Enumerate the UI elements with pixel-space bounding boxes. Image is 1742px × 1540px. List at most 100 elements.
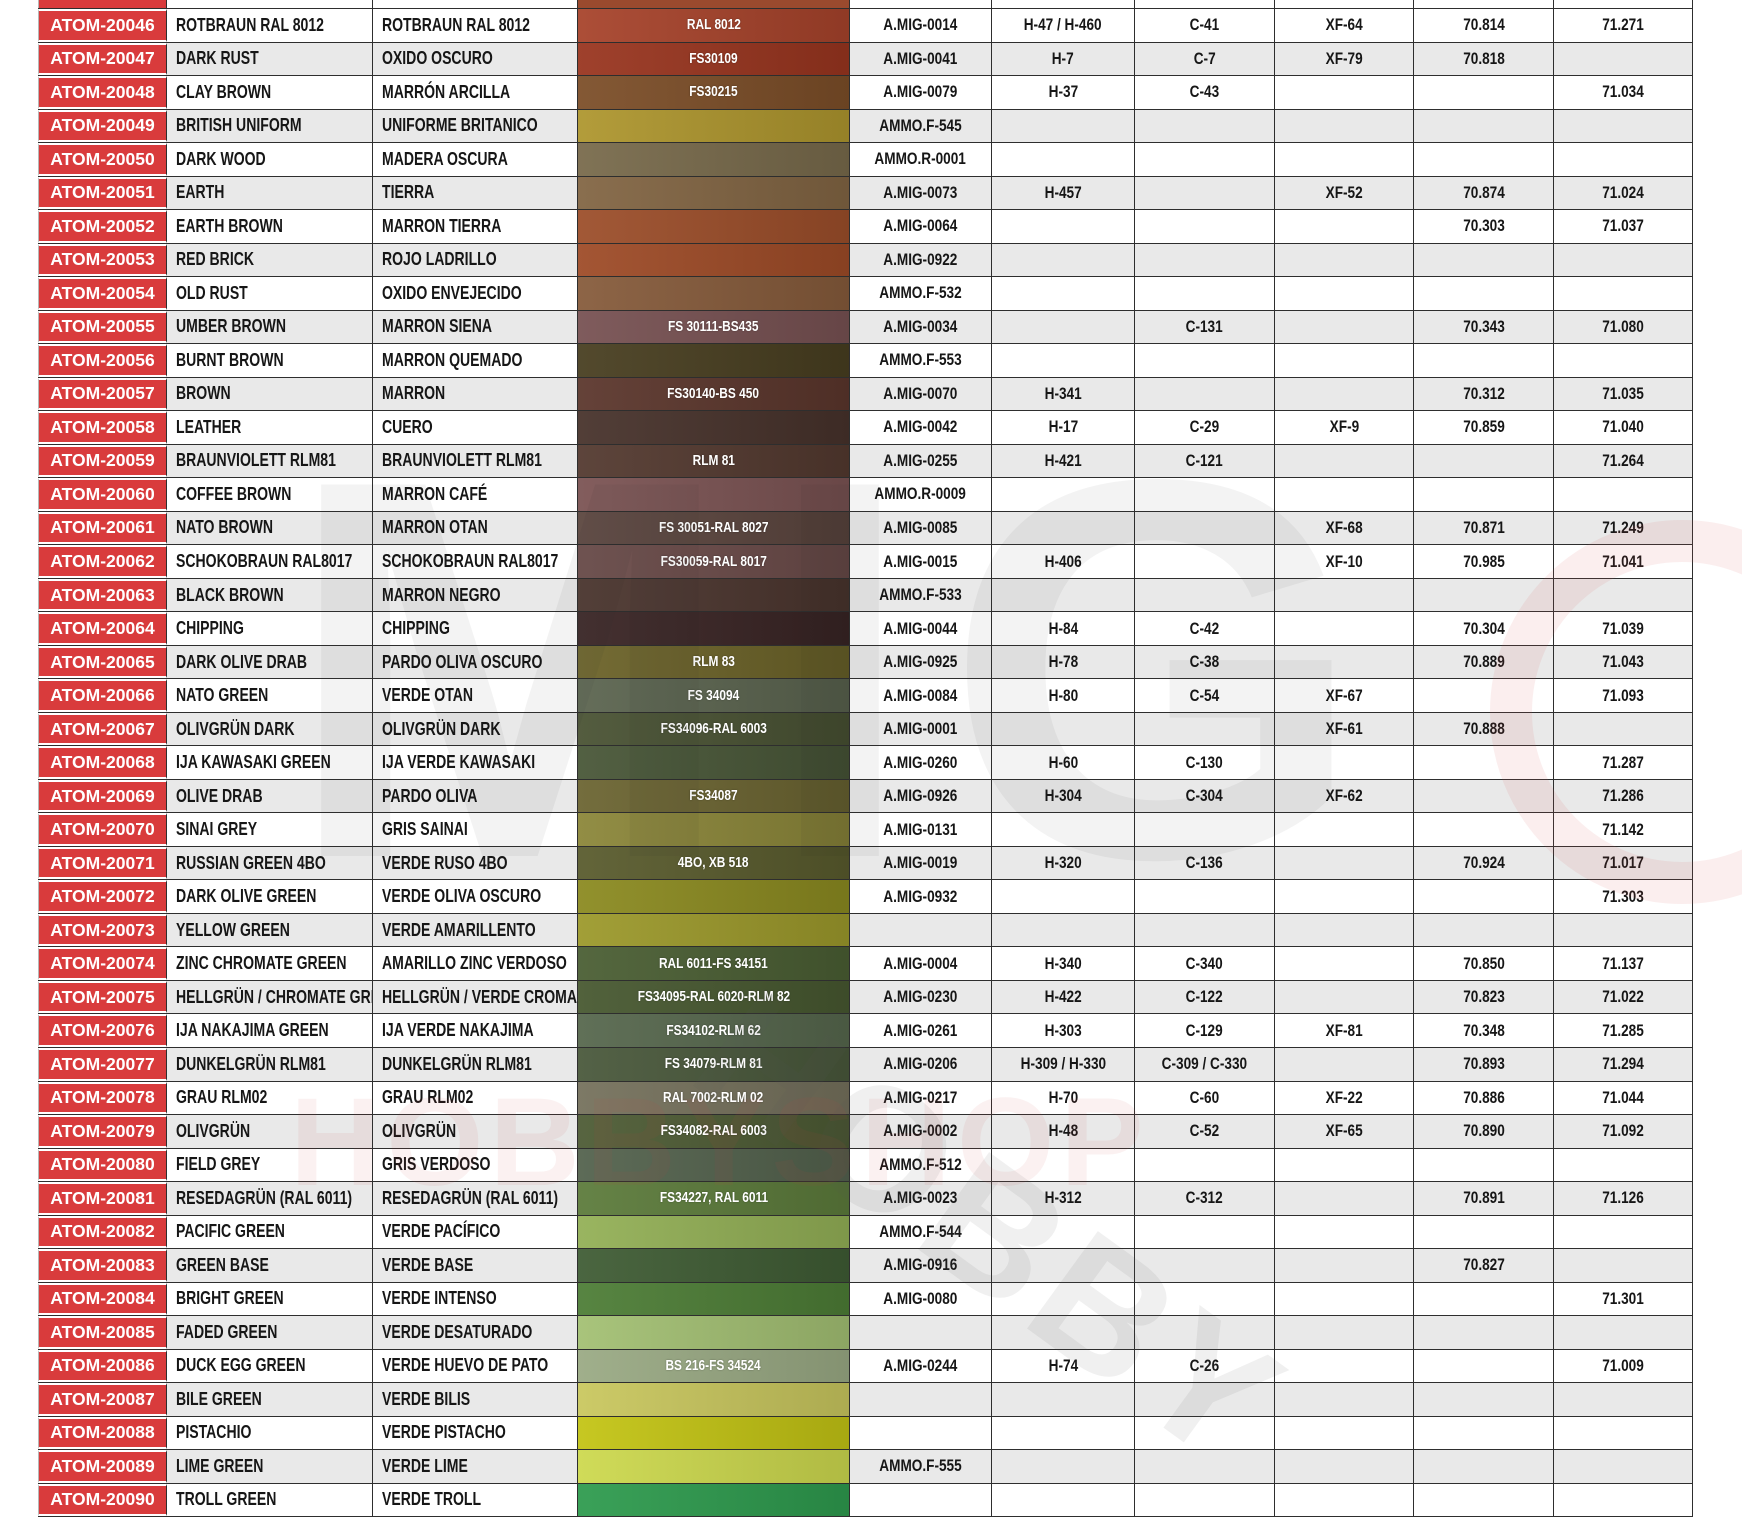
vallejo-71-cell: 71.285 [1554, 1014, 1693, 1047]
vallejo-71-cell-label: 71.286 [1602, 786, 1644, 806]
table-row: ATOM-20064 CHIPPING CHIPPING A.MIG-0044 H-84… [38, 611, 1693, 645]
h-code-cell [992, 880, 1135, 913]
name-english-cell-label: OLIVE DRAB [176, 785, 263, 806]
name-spanish-cell: TIERRA [373, 176, 578, 210]
name-english-cell-label: CHIPPING [176, 618, 244, 639]
vallejo-71-cell: 71.041 [1554, 545, 1693, 578]
atom-code-cell-label: ATOM-20074 [50, 953, 155, 974]
name-english-cell-label: GRAU RLM02 [176, 1087, 268, 1108]
color-swatch-cell [578, 1416, 850, 1450]
atom-code-cell-label: ATOM-20077 [50, 1053, 155, 1074]
vallejo-71-cell: 71.043 [1554, 645, 1693, 679]
vallejo-70-cell-label: 70.889 [1462, 652, 1505, 672]
vallejo-71-cell [1554, 277, 1693, 310]
name-english-cell: YELLOW GREEN [167, 913, 373, 947]
name-english-cell: DARK RUST [167, 42, 373, 76]
name-spanish-cell: VERDE BILIS [373, 1383, 578, 1416]
atom-code-cell: ATOM-20088 [38, 1416, 167, 1450]
vallejo-71-cell [1554, 109, 1693, 143]
xf-code-cell [1275, 277, 1414, 310]
name-english-cell-label: FADED GREEN [176, 1321, 278, 1342]
c-code-cell: C-136 [1135, 846, 1275, 880]
atom-code-cell-label: ATOM-20052 [50, 215, 155, 236]
vallejo-71-cell-label: 71.249 [1602, 517, 1644, 537]
name-english-cell-label: PACIFIC GREEN [176, 1221, 285, 1242]
atom-code-cell-label: ATOM-20054 [50, 282, 155, 303]
amig-code-cell-label: A.MIG-0019 [883, 853, 958, 873]
atom-code-cell-label: ATOM-20049 [50, 115, 155, 136]
h-code-cell-label: H-341 [1044, 383, 1082, 403]
name-english-cell: DARK OLIVE DRAB [167, 645, 373, 679]
atom-code-cell: ATOM-20085 [38, 1316, 167, 1349]
name-spanish-cell: MARRON TIERRA [373, 210, 578, 243]
color-swatch-cell: FS34087 [578, 779, 850, 813]
xf-code-cell [1275, 1316, 1414, 1349]
vallejo-70-cell-label: 70.891 [1462, 1188, 1505, 1208]
color-swatch-cell: RLM 83 [578, 645, 850, 679]
amig-code-cell-label: A.MIG-0001 [883, 719, 958, 739]
vallejo-71-cell [1554, 1148, 1693, 1182]
vallejo-71-cell [1554, 1316, 1693, 1349]
h-code-cell: H-37 [992, 76, 1135, 109]
atom-code-cell: ATOM-20067 [38, 712, 167, 746]
h-code-cell-label: H-340 [1044, 953, 1082, 973]
xf-code-cell: XF-52 [1275, 176, 1414, 210]
amig-code-cell-label: A.MIG-0255 [883, 450, 958, 470]
vallejo-70-cell-label: 70.303 [1462, 216, 1505, 236]
name-spanish-cell: MARRON OTAN [373, 511, 578, 545]
name-spanish-cell: MARRÓN ARCILLA [373, 76, 578, 109]
table-row: ATOM-20089 LIME GREEN VERDE LIME AMMO.F-555 [38, 1449, 1693, 1483]
atom-code-cell-label: ATOM-20058 [50, 416, 155, 437]
color-swatch-cell: RAL 7002-RLM 02 [578, 1081, 850, 1115]
xf-code-cell [1275, 1047, 1414, 1081]
h-code-cell-label: H-74 [1048, 1355, 1078, 1375]
name-english-cell-label: OLIVGRÜN [176, 1120, 251, 1141]
c-code-cell-label: C-38 [1189, 652, 1220, 672]
amig-code-cell-label: A.MIG-0932 [883, 886, 958, 906]
c-code-cell: C-129 [1135, 1014, 1275, 1047]
table-row: ATOM-20090 TROLL GREEN VERDE TROLL [38, 1482, 1693, 1517]
table-row: ATOM-20082 PACIFIC GREEN VERDE PACÍFICO AMM… [38, 1214, 1693, 1249]
atom-code-cell: ATOM-20078 [38, 1081, 167, 1115]
table-row: ATOM-20071 RUSSIAN GREEN 4BO VERDE RUSO 4B… [38, 845, 1693, 880]
c-code-cell [1135, 1249, 1275, 1282]
vallejo-70-cell [1414, 746, 1554, 779]
table-row: ATOM-20086 DUCK EGG GREEN VERDE HUEVO DE P… [38, 1348, 1693, 1383]
name-english-cell-label: ZINC CHROMATE GREEN [176, 953, 347, 974]
color-swatch-cell: FS34227, RAL 6011 [578, 1182, 850, 1215]
table-row: ATOM-20063 BLACK BROWN MARRON NEGRO AMMO.F-… [38, 577, 1693, 612]
vallejo-71-cell-label: 71.142 [1602, 819, 1644, 839]
name-english-cell-label: OLIVGRÜN DARK [176, 718, 295, 739]
c-code-cell [1135, 243, 1275, 277]
name-spanish-cell-label: MARRON [382, 383, 446, 404]
vallejo-71-cell: 71.035 [1554, 377, 1693, 411]
amig-code-cell: A.MIG-0041 [850, 42, 992, 76]
c-code-cell: C-42 [1135, 612, 1275, 645]
vallejo-71-cell: 71.286 [1554, 779, 1693, 813]
xf-code-cell [1275, 1148, 1414, 1182]
amig-code-cell: AMMO.F-555 [850, 1450, 992, 1483]
name-spanish-cell: OXIDO OSCURO [373, 42, 578, 76]
name-spanish-cell: GRIS VERDOSO [373, 1148, 578, 1182]
c-code-cell [1135, 344, 1275, 377]
xf-code-cell: XF-64 [1275, 9, 1414, 42]
name-spanish-cell-label: VERDE AMARILLENTO [382, 919, 536, 940]
vallejo-70-cell: 70.924 [1414, 846, 1554, 880]
vallejo-71-cell-label: 71.043 [1602, 652, 1644, 672]
h-code-cell-label: H-312 [1044, 1188, 1082, 1208]
amig-code-cell-label: AMMO.F-532 [879, 283, 962, 303]
amig-code-cell-label: A.MIG-0922 [883, 249, 958, 269]
name-spanish-cell-label: SCHOKOBRAUN RAL8017 [382, 551, 559, 571]
name-spanish-cell-label: OLIVGRÜN [382, 1120, 457, 1141]
color-swatch-cell-label: FS34087 [689, 788, 738, 805]
vallejo-70-cell: 70.827 [1414, 1249, 1554, 1282]
name-spanish-cell: VERDE PISTACHO [373, 1416, 578, 1450]
amig-code-cell: A.MIG-0922 [850, 243, 992, 277]
vallejo-71-cell: 71.017 [1554, 846, 1693, 880]
amig-code-cell-label: A.MIG-0023 [883, 1188, 958, 1208]
c-code-cell: C-41 [1135, 9, 1275, 42]
color-swatch-cell [578, 176, 850, 210]
xf-code-cell [1275, 377, 1414, 411]
vallejo-70-cell-label: 70.818 [1462, 48, 1505, 68]
name-english-cell: BURNT BROWN [167, 344, 373, 377]
